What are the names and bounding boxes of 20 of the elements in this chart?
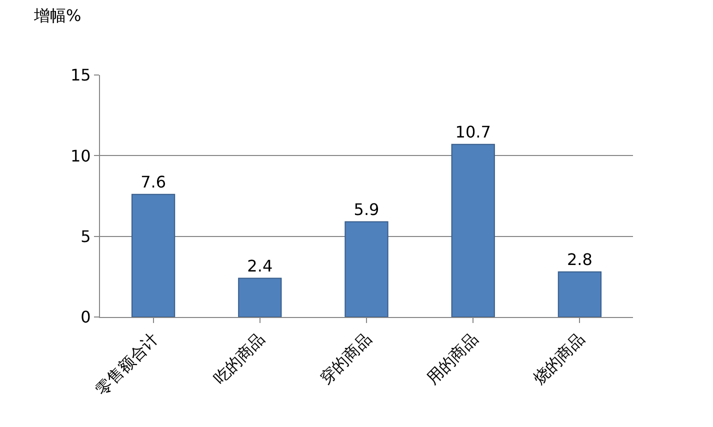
- data-label: 2.4: [247, 256, 273, 276]
- x-tick-label: 烧的商品: [529, 329, 588, 388]
- x-tick-label: 穿的商品: [316, 329, 375, 388]
- bar: [451, 144, 495, 317]
- bar: [131, 194, 176, 317]
- bar: [344, 221, 388, 317]
- x-tick-label: 吃的商品: [210, 329, 268, 388]
- y-axis-title: 增幅%: [33, 6, 82, 25]
- data-label: 5.9: [354, 200, 380, 219]
- x-tick-label: 零售额合计: [92, 329, 162, 400]
- x-tick-label: 用的商品: [422, 329, 482, 388]
- y-tick-label: 10: [70, 146, 91, 166]
- data-label: 7.6: [140, 172, 166, 192]
- data-label: 2.8: [566, 250, 592, 269]
- data-label: 10.7: [455, 122, 491, 142]
- bar: [238, 278, 282, 317]
- y-tick-label: 0: [80, 308, 91, 327]
- bar: [558, 271, 602, 317]
- y-tick-label: 15: [70, 66, 91, 85]
- y-tick-label: 5: [80, 226, 91, 246]
